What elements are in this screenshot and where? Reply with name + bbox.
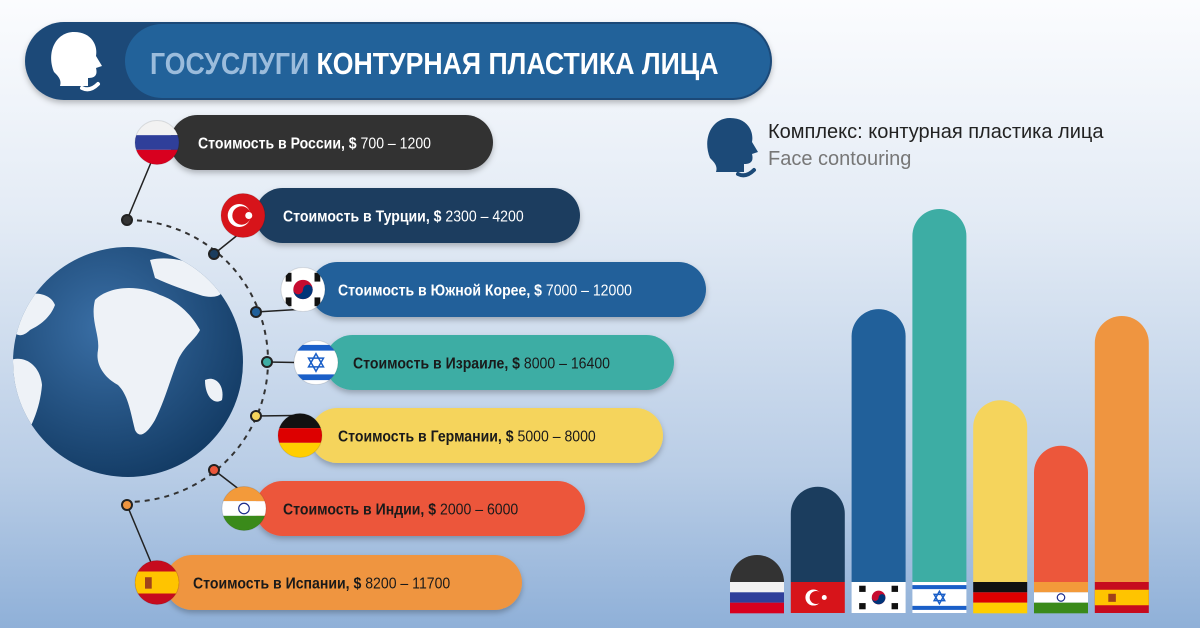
- price-text: Стоимость в Индии, $ 2000 – 6000: [283, 501, 518, 519]
- legend-title: Комплекс: контурная пластика лица: [768, 121, 1104, 143]
- bar: [790, 486, 845, 582]
- price-pill: [310, 262, 706, 317]
- price-text: Стоимость в России, $ 700 – 1200: [198, 135, 431, 153]
- turkey-flag-icon: [221, 193, 265, 238]
- bar-3: [912, 209, 967, 613]
- country-label: Стоимость в России, $: [198, 135, 361, 153]
- timeline-dot: [250, 306, 262, 318]
- spain-flag-icon: [135, 560, 179, 605]
- price-range: 7000 – 12000: [546, 282, 632, 300]
- timeline-dot: [121, 214, 133, 226]
- bar: [973, 400, 1028, 582]
- country-price-item: Стоимость в Израиле, $ 8000 – 16400: [261, 335, 674, 390]
- legend-subtitle: Face contouring: [768, 148, 911, 170]
- country-label: Стоимость в Турции, $: [283, 208, 445, 226]
- country-label: Стоимость в Испании, $: [193, 575, 365, 593]
- bar-4: [973, 400, 1028, 614]
- country-price-item: Стоимость в Южной Корее, $ 7000 – 12000: [250, 262, 706, 318]
- india-flag-icon: [222, 486, 266, 531]
- price-range: 8000 – 16400: [524, 355, 610, 373]
- connector-line: [255, 308, 298, 313]
- price-range: 2000 – 6000: [440, 501, 518, 519]
- country-price-item: Стоимость в Испании, $ 8200 – 11700: [121, 499, 522, 610]
- page-title: ГОСУСЛУГИ КОНТУРНАЯ ПЛАСТИКА ЛИЦА: [150, 47, 719, 81]
- germany-flag-icon: [973, 582, 1028, 614]
- price-text: Стоимость в Южной Корее, $ 7000 – 12000: [338, 282, 632, 300]
- country-label: Стоимость в Израиле, $: [353, 355, 524, 373]
- country-price-item: Стоимость в Турции, $ 2300 – 4200: [208, 188, 580, 260]
- russia-flag-icon: [135, 120, 179, 165]
- connector-line: [126, 162, 152, 221]
- bar: [730, 555, 784, 582]
- bar: [851, 309, 906, 582]
- south-korea-flag-icon: [281, 267, 325, 312]
- israel-flag-icon: [294, 340, 338, 385]
- bar: [912, 209, 967, 582]
- timeline-dot: [121, 499, 133, 511]
- spain-flag-icon: [1094, 582, 1149, 613]
- bar: [1094, 315, 1149, 582]
- price-text: Стоимость в Испании, $ 8200 – 11700: [193, 575, 450, 593]
- germany-flag-icon: [278, 413, 322, 458]
- price-text: Стоимость в Германии, $ 5000 – 8000: [338, 428, 596, 446]
- connector-line: [126, 504, 152, 563]
- country-price-item: Стоимость в Германии, $ 5000 – 8000: [250, 408, 663, 463]
- country-label: Стоимость в Германии, $: [338, 428, 518, 446]
- price-text: Стоимость в Израиле, $ 8000 – 16400: [353, 355, 610, 373]
- price-range: 8200 – 11700: [365, 575, 450, 593]
- price-pill: [170, 115, 493, 170]
- bar-2: [851, 309, 906, 613]
- bar: [1034, 445, 1088, 582]
- bar-6: [1094, 315, 1149, 613]
- timeline-dot: [261, 356, 273, 368]
- timeline-dot: [208, 464, 220, 476]
- bar-5: [1034, 445, 1088, 614]
- price-range: 700 – 1200: [361, 135, 431, 153]
- title-text: КОНТУРНАЯ ПЛАСТИКА ЛИЦА: [317, 47, 719, 81]
- timeline-dot: [250, 410, 262, 422]
- globe-illustration: [13, 247, 243, 477]
- india-flag-icon: [1034, 582, 1088, 614]
- price-pill: [165, 555, 522, 610]
- country-label: Стоимость в Южной Корее, $: [338, 282, 546, 300]
- turkey-flag-icon: [790, 582, 845, 613]
- russia-flag-icon: [730, 582, 784, 614]
- header-banner: [25, 22, 772, 100]
- bar-0: [730, 555, 784, 614]
- price-range: 2300 – 4200: [445, 208, 523, 226]
- price-pill: [310, 408, 663, 463]
- price-range: 5000 – 8000: [518, 428, 596, 446]
- country-price-item: Стоимость в Индии, $ 2000 – 6000: [208, 464, 585, 536]
- bar-chart: [730, 209, 1149, 614]
- price-pill: [325, 335, 674, 390]
- price-pill: [255, 481, 585, 536]
- country-price-item: Стоимость в России, $ 700 – 1200: [121, 115, 493, 226]
- face-profile-icon: [705, 116, 760, 178]
- israel-flag-icon: [912, 582, 967, 613]
- bar-1: [790, 486, 845, 613]
- connector-line: [255, 414, 295, 417]
- price-text: Стоимость в Турции, $ 2300 – 4200: [283, 208, 524, 226]
- price-pill: [255, 188, 580, 243]
- south-korea-flag-icon: [851, 582, 906, 613]
- country-label: Стоимость в Индии, $: [283, 501, 440, 519]
- brand-name: ГОСУСЛУГИ: [150, 47, 309, 81]
- timeline-dot: [208, 248, 220, 260]
